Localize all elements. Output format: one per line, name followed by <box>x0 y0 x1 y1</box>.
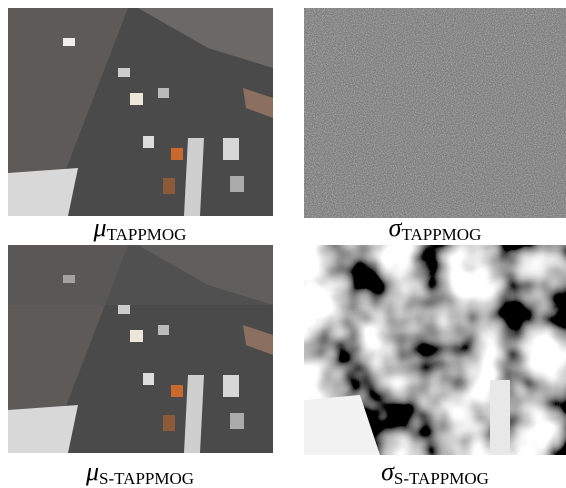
caption: σS-TAPPMOG <box>381 457 489 488</box>
figure: μTAPPMOG σTAPPMOG μS-TAPPMOG σS-TAPPMOG <box>0 0 566 488</box>
caption-symbol: μ <box>85 457 99 486</box>
caption-subscript: S-TAPPMOG <box>394 469 489 488</box>
page: μTAPPMOG σTAPPMOG μS-TAPPMOG σS-TAPPMOG … <box>0 0 566 488</box>
image-panel <box>8 245 273 453</box>
caption: μTAPPMOG <box>93 213 187 244</box>
caption-symbol: μ <box>93 213 107 242</box>
image-panel <box>304 8 566 218</box>
image-panel <box>304 245 566 455</box>
caption: μS-TAPPMOG <box>85 457 194 488</box>
caption-subscript: TAPPMOG <box>107 225 187 244</box>
image-panel <box>8 8 273 216</box>
caption-subscript: S-TAPPMOG <box>99 469 194 488</box>
caption-subscript: TAPPMOG <box>401 225 481 244</box>
